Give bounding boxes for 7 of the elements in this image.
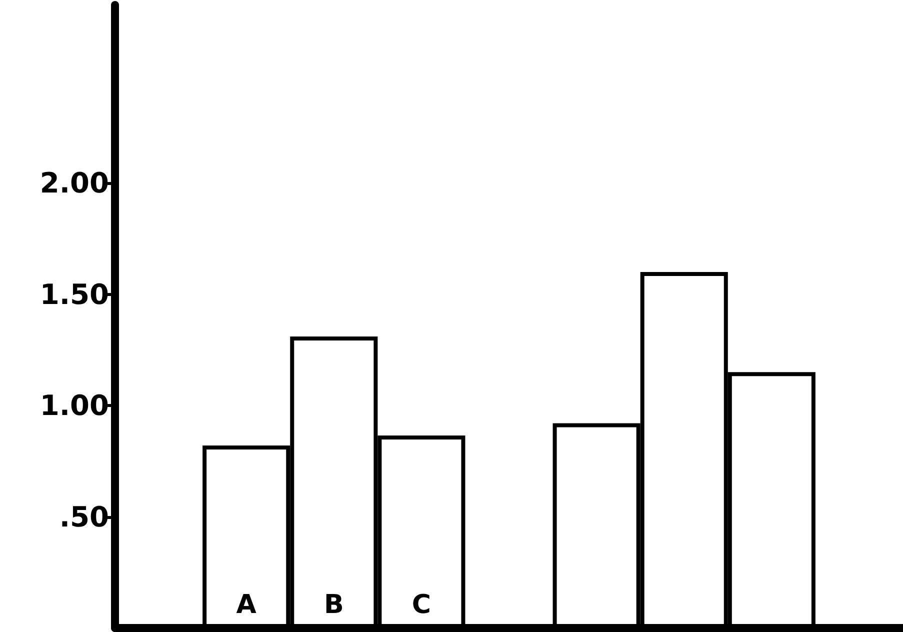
x-tick-label: C	[412, 590, 431, 620]
y-tick-label: 2.00	[40, 166, 109, 200]
x-tick-label: A	[236, 590, 256, 620]
x-tick-label: B	[324, 590, 344, 620]
y-tick-label: 1.50	[40, 278, 109, 311]
y-tick-label: .50	[59, 500, 109, 534]
y-tick-label: 1.00	[40, 389, 109, 422]
